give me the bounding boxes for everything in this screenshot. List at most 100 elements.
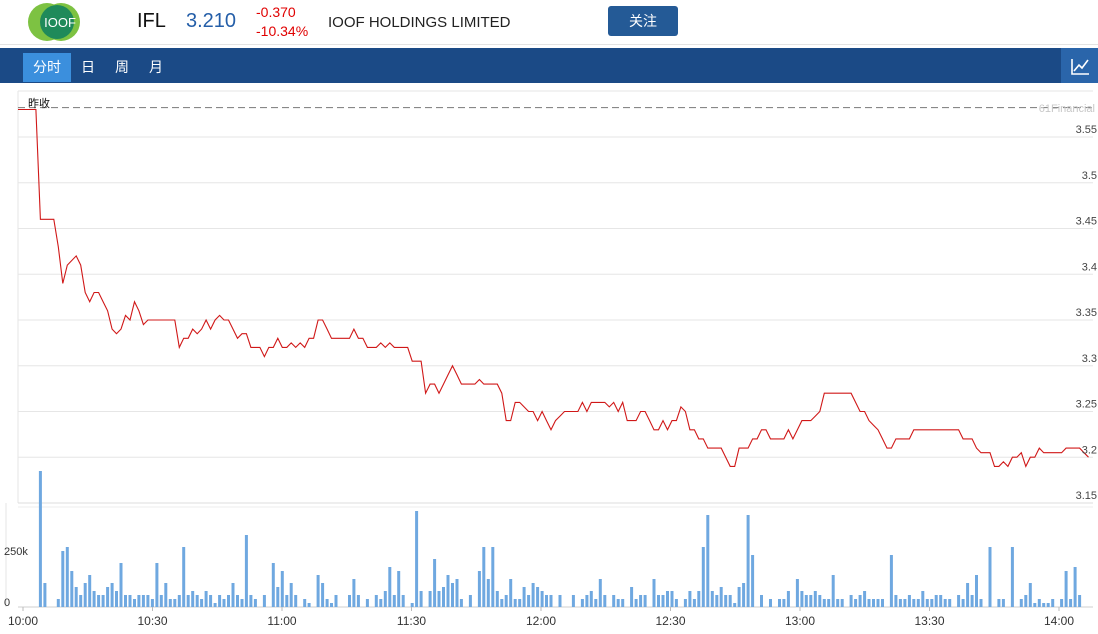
volume-bar <box>997 599 1001 607</box>
volume-bar <box>468 595 472 607</box>
volume-bar <box>61 551 65 607</box>
volume-bar <box>459 599 463 607</box>
volume-bar <box>200 599 204 607</box>
volume-bar <box>383 591 387 607</box>
volume-bar <box>173 599 177 607</box>
volume-bar <box>580 599 584 607</box>
price-grid <box>17 90 1093 504</box>
volume-bar <box>88 575 92 607</box>
volume-bar <box>325 599 329 607</box>
volume-bar <box>545 595 548 607</box>
volume-bar <box>522 587 526 607</box>
chart-type-button[interactable] <box>1061 48 1098 83</box>
volume-bar <box>916 599 920 607</box>
volume-bar <box>168 599 172 607</box>
volume-bar <box>155 563 159 607</box>
volume-bar <box>186 595 190 607</box>
quote-header: IOOF IFL 3.210 -0.370 -10.34% IOOF HOLDI… <box>0 0 1098 45</box>
volume-bar <box>133 599 136 607</box>
time-axis-labels: 10:00 10:30 11:00 11:30 12:00 12:30 13:00 13:30… <box>8 607 1074 628</box>
time-tick-label: 13:00 <box>785 614 815 628</box>
volume-bar <box>872 599 875 607</box>
volume-bar <box>477 571 481 607</box>
volume-bar <box>289 583 293 607</box>
volume-tick-label: 0 <box>4 597 10 609</box>
volume-bar <box>115 591 118 607</box>
volume-bar <box>374 595 378 607</box>
price-axis-labels: 3.55 3.5 3.45 3.4 3.35 3.3 3.25 3.2 3.15 <box>1076 124 1097 502</box>
logo-text: IOOF <box>44 15 76 30</box>
volume-bar <box>1051 599 1055 607</box>
volume-bar <box>231 583 235 607</box>
volume-bar <box>612 595 616 607</box>
volume-bar <box>262 595 266 607</box>
volume-bar <box>706 515 710 607</box>
time-tick-label: 14:00 <box>1044 614 1074 628</box>
volume-bar <box>975 575 978 607</box>
prev-close-label: 昨收 <box>28 96 50 110</box>
volume-bar <box>898 599 902 607</box>
volume-bar <box>957 595 961 607</box>
volume-bar <box>616 599 620 607</box>
volume-bar <box>643 595 647 607</box>
volume-bar <box>961 599 965 607</box>
volume-bar <box>442 587 445 607</box>
volume-bar <box>912 599 916 607</box>
volume-bar <box>881 599 884 607</box>
volume-bar <box>137 595 141 607</box>
volume-bar <box>988 547 992 607</box>
follow-button[interactable]: 关注 <box>608 6 678 36</box>
volume-bar <box>589 591 593 607</box>
volume-bar <box>356 595 360 607</box>
volume-bar <box>106 587 110 607</box>
volume-bar <box>657 595 660 607</box>
volume-bars <box>38 471 1082 607</box>
volume-bar <box>222 599 226 607</box>
volume-bar <box>867 599 871 607</box>
volume-bar <box>410 603 414 607</box>
volume-bar <box>527 595 531 607</box>
volume-bar <box>307 603 311 607</box>
volume-bar <box>804 595 808 607</box>
time-tick-label: 10:00 <box>8 614 38 628</box>
volume-bar <box>666 591 669 607</box>
volume-bar <box>786 591 790 607</box>
volume-bar <box>150 599 154 607</box>
volume-bar <box>778 599 781 607</box>
volume-bar <box>437 591 441 607</box>
tab-daily[interactable]: 日 <box>81 59 95 75</box>
volume-bar <box>276 587 280 607</box>
watermark: 61Financial <box>1039 103 1095 115</box>
volume-bar <box>907 595 911 607</box>
volume-bar <box>831 575 835 607</box>
volume-bar <box>316 575 320 607</box>
volume-bar <box>858 595 862 607</box>
volume-bar <box>670 591 674 607</box>
volume-bar <box>509 579 513 607</box>
volume-bar <box>1028 583 1032 607</box>
volume-bar <box>970 595 974 607</box>
volume-bar <box>415 511 419 607</box>
volume-bar <box>652 579 656 607</box>
volume-bar <box>894 595 898 607</box>
volume-bar <box>110 583 114 607</box>
tab-weekly[interactable]: 周 <box>115 59 129 75</box>
volume-bar <box>683 599 687 607</box>
volume-bar <box>876 599 880 607</box>
tab-intraday[interactable]: 分时 <box>23 53 71 82</box>
volume-bar <box>146 595 150 607</box>
volume-bar <box>549 595 553 607</box>
volume-bar <box>760 595 763 607</box>
volume-bar <box>240 599 244 607</box>
volume-bar <box>455 579 459 607</box>
volume-bar <box>979 599 983 607</box>
volume-bar <box>540 591 544 607</box>
volume-bar <box>70 571 74 607</box>
tab-monthly[interactable]: 月 <box>149 59 163 75</box>
volume-bar <box>854 599 858 607</box>
volume-bar <box>92 591 96 607</box>
volume-bar <box>330 603 333 607</box>
volume-bar <box>925 599 929 607</box>
intraday-chart: 昨收 61Financial 3.55 3.5 3.45 3.4 3.35 3.3 3.25… <box>4 90 1097 628</box>
volume-bar <box>710 591 714 607</box>
